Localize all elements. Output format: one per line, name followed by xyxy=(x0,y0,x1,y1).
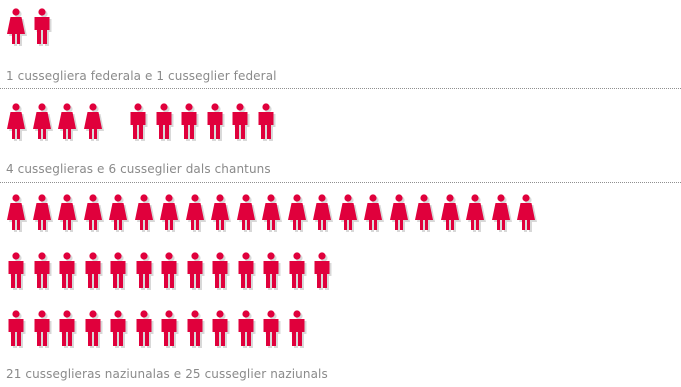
man-icon xyxy=(109,252,131,292)
man-icon xyxy=(155,103,177,143)
woman-icon xyxy=(7,194,29,234)
woman-icon xyxy=(415,194,437,234)
man-icon xyxy=(58,252,80,292)
woman-icon xyxy=(364,194,386,234)
woman-icon xyxy=(58,194,80,234)
woman-icon xyxy=(338,194,361,234)
man-icon xyxy=(257,103,279,143)
man-icon xyxy=(58,310,80,350)
woman-icon xyxy=(83,194,106,234)
woman-icon xyxy=(389,194,412,234)
woman-icon xyxy=(491,194,514,234)
man-icon xyxy=(237,310,259,350)
man-icon xyxy=(7,310,29,350)
woman-icon xyxy=(236,194,259,234)
man-icon xyxy=(84,310,106,350)
man-icon xyxy=(206,103,228,143)
woman-icon xyxy=(517,194,539,234)
man-icon xyxy=(313,252,335,292)
woman-icon xyxy=(32,194,55,234)
woman-icon xyxy=(32,103,55,143)
man-icon xyxy=(186,252,208,292)
woman-icon xyxy=(185,194,208,234)
man-icon xyxy=(135,252,157,292)
woman-icon xyxy=(287,194,310,234)
divider xyxy=(0,182,681,183)
woman-icon xyxy=(440,194,463,234)
man-icon xyxy=(180,103,202,143)
woman-icon xyxy=(211,194,233,234)
group-caption: 21 cusseglieras naziunalas e 25 cussegli… xyxy=(6,367,328,381)
man-icon xyxy=(262,252,284,292)
man-icon xyxy=(7,252,29,292)
man-icon xyxy=(33,252,55,292)
man-icon xyxy=(33,8,55,48)
group-caption: 1 cussegliera federala e 1 cusseglier fe… xyxy=(6,69,277,83)
woman-icon xyxy=(58,103,80,143)
woman-icon xyxy=(7,103,29,143)
man-icon xyxy=(262,310,284,350)
man-icon xyxy=(84,252,106,292)
man-icon xyxy=(288,252,310,292)
woman-icon xyxy=(160,194,182,234)
woman-icon xyxy=(7,8,29,48)
divider xyxy=(0,88,681,89)
man-icon xyxy=(135,310,157,350)
man-icon xyxy=(160,310,182,350)
man-icon xyxy=(288,310,310,350)
man-icon xyxy=(211,252,233,292)
man-icon xyxy=(109,310,131,350)
woman-icon xyxy=(262,194,284,234)
woman-icon xyxy=(109,194,131,234)
man-icon xyxy=(160,252,182,292)
woman-icon xyxy=(313,194,335,234)
man-icon xyxy=(211,310,233,350)
man-icon xyxy=(33,310,55,350)
woman-icon xyxy=(134,194,157,234)
woman-icon xyxy=(466,194,488,234)
man-icon xyxy=(129,103,151,143)
man-icon xyxy=(237,252,259,292)
man-icon xyxy=(231,103,253,143)
man-icon xyxy=(186,310,208,350)
group-caption: 4 cusseglieras e 6 cusseglier dals chant… xyxy=(6,162,271,176)
woman-icon xyxy=(83,103,106,143)
